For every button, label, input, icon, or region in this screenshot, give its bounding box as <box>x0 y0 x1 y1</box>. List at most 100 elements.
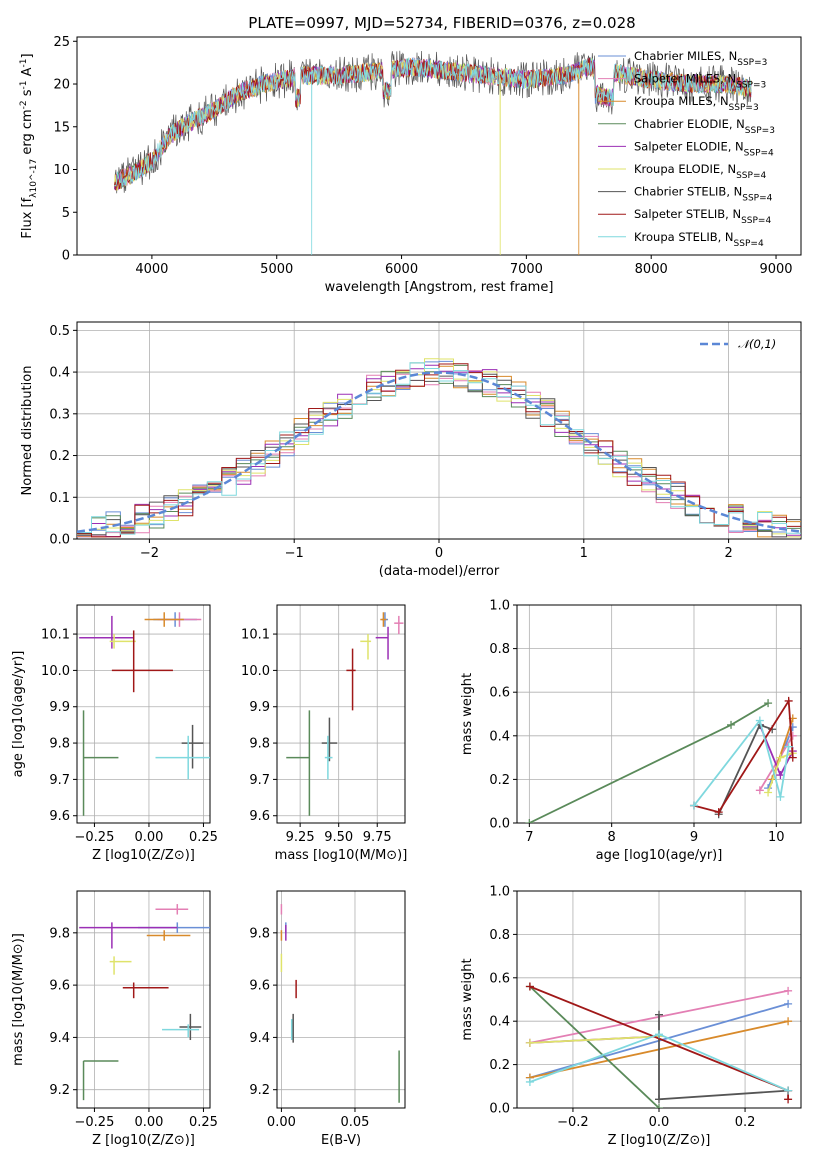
spectrum-legend: Chabrier MILES, N SSP=3 Salpeter MILES, N S… <box>598 49 775 249</box>
spectrum-lines <box>114 50 752 255</box>
label-text: Kroupa STELIB, N <box>634 230 734 244</box>
y-tick-label: 9.8 <box>49 926 70 941</box>
x-tick-label: 2 <box>724 546 732 561</box>
y-tick-label: 0 <box>62 249 70 264</box>
spectrum-frame <box>76 36 802 256</box>
legend-label: Kroupa MILES, NSSP=3 <box>634 94 759 113</box>
x-axis-label: mass [log10(M/M⊙)] <box>275 848 408 863</box>
x-tick-label: 6000 <box>385 262 418 277</box>
x-axis-label: (data-model)/error <box>379 564 500 579</box>
series-line <box>528 702 769 823</box>
series-marker <box>788 731 797 740</box>
y-tick-label: 0.2 <box>489 1058 510 1073</box>
y-tick-label: 9.6 <box>249 979 270 994</box>
x-tick-label: 0 <box>435 546 443 561</box>
histogram-series <box>77 362 801 535</box>
label-text: erg cm <box>20 109 35 158</box>
label-text: mass [log10(M/M⊙)] <box>275 848 408 863</box>
label-sub: SSP=4 <box>736 171 766 181</box>
label-text: (data-model)/error <box>379 564 500 579</box>
x-tick-label: 0.2 <box>735 1115 756 1130</box>
x-tick-label: 5000 <box>260 262 293 277</box>
legend-label: Kroupa STELIB, NSSP=4 <box>634 230 764 249</box>
y-tick-label: 5 <box>62 206 70 221</box>
label-sub: SSP=4 <box>742 194 772 204</box>
weight_vs_age-frame <box>516 604 802 824</box>
y-tick-label: 10.1 <box>241 628 270 643</box>
y-tick-label: 0.4 <box>49 366 70 381</box>
weight_vs_Z-lines <box>525 982 793 1108</box>
y-tick-label: 10.0 <box>41 664 70 679</box>
label-sup: -2 <box>19 100 29 109</box>
mass_vs_ebv-frame <box>276 890 406 1109</box>
y-tick-label: 9.9 <box>49 700 70 715</box>
y-tick-label: 9.8 <box>249 737 270 752</box>
weight_vs_Z-axes: −0.2 0.0 0.2 0.0 0.2 0.4 0.6 0.8 1.0 Z [log10(Z/Z… <box>460 885 802 1148</box>
age_vs_mass-axes: 9.25 9.50 9.75 9.6 9.7 9.8 9.9 10.0 10.1 mass [lo… <box>241 604 408 863</box>
x-tick-label: −0.2 <box>557 1115 589 1130</box>
y-tick-label: 0.4 <box>489 1015 510 1030</box>
y-tick-label: 0.8 <box>489 928 510 943</box>
series-marker <box>655 1104 663 1108</box>
x-tick-label: 0.0 <box>649 1115 670 1130</box>
series-marker <box>776 753 785 762</box>
spectrum-axes: 4000 5000 6000 7000 8000 9000 0 5 10 15 20 25 wavele… <box>19 35 802 295</box>
x-tick-label: −1 <box>285 546 304 561</box>
y-tick-label: 25 <box>53 35 70 50</box>
y-axis-label: Normed distribution <box>20 366 35 496</box>
label-text: wavelength [Angstrom, rest frame] <box>325 280 554 295</box>
label-text: Flux [f <box>20 197 35 238</box>
series-marker <box>655 1095 663 1104</box>
series-line <box>693 718 790 807</box>
y-tick-label: 9.2 <box>49 1083 70 1098</box>
legend-label: Salpeter STELIB, NSSP=4 <box>634 207 771 226</box>
y-tick-label: 1.0 <box>489 599 510 614</box>
legend-label: Kroupa ELODIE, NSSP=4 <box>634 162 766 181</box>
label-text: Salpeter ELODIE, N <box>634 139 744 153</box>
spectrum-line-kroupa-elodie-n-ssp- <box>114 58 752 255</box>
y-axis-label: age [log10(age/yr)] <box>11 651 26 778</box>
weight_vs_age-lines <box>525 696 797 823</box>
series-marker <box>755 716 764 725</box>
chart-title: PLATE=0997, MJD=52734, FIBERID=0376, z=0… <box>248 14 635 32</box>
series-marker <box>525 1077 534 1086</box>
label-text: age [log10(age/yr)] <box>11 651 26 778</box>
x-tick-label: 0.00 <box>134 830 163 845</box>
label-text: Z [log10(Z/Z⊙)] <box>608 1133 711 1148</box>
y-axis-label: mass [log10(M/M⊙)] <box>11 933 26 1066</box>
age_vs_mass-frame <box>276 604 406 824</box>
y-axis-label: mass weight <box>460 958 475 1040</box>
label-sub: SSP=4 <box>734 239 764 249</box>
y-tick-label: 10.0 <box>241 664 270 679</box>
series-marker <box>714 808 723 817</box>
x-tick-label: 0.25 <box>189 830 218 845</box>
y-tick-label: 0.0 <box>489 1102 510 1117</box>
y-tick-label: 9.6 <box>49 809 70 824</box>
y-tick-label: 15 <box>53 120 70 135</box>
label-text: Chabrier MILES, N <box>634 49 737 63</box>
legend-label: Salpeter ELODIE, NSSP=4 <box>634 139 774 158</box>
y-tick-label: 0.2 <box>489 773 510 788</box>
age_vs_Z-axes: −0.25 0.00 0.25 9.6 9.7 9.8 9.9 10.0 10.1 Z [log1… <box>11 604 218 863</box>
x-axis-label: E(B-V) <box>321 1133 361 1148</box>
y-tick-label: 9.4 <box>249 1031 270 1046</box>
label-text: mass weight <box>460 673 475 755</box>
label-text: Kroupa ELODIE, N <box>634 162 736 176</box>
label-sub: SSP=3 <box>729 103 759 113</box>
series-marker <box>525 1038 534 1047</box>
series-marker <box>655 1030 663 1039</box>
label-sub: SSP=3 <box>745 126 775 136</box>
x-tick-label: 0.05 <box>341 1115 370 1130</box>
y-tick-label: 9.2 <box>249 1083 270 1098</box>
x-axis-label: Z [log10(Z/Z⊙)] <box>92 1133 195 1148</box>
label-text: s <box>20 89 35 100</box>
label-sup: -1 <box>19 58 29 67</box>
series-marker <box>525 819 534 823</box>
y-tick-label: 9.8 <box>249 926 270 941</box>
y-tick-label: 0.1 <box>49 491 70 506</box>
mass_vs_ebv-axes: 0.00 0.05 9.2 9.4 9.6 9.8 E(B-V) <box>249 890 406 1148</box>
label-text: Salpeter MILES, N <box>634 72 736 86</box>
x-axis-label: age [log10(age/yr)] <box>596 848 723 863</box>
histogram-series <box>77 360 801 538</box>
x-tick-label: 0.00 <box>134 1115 163 1130</box>
